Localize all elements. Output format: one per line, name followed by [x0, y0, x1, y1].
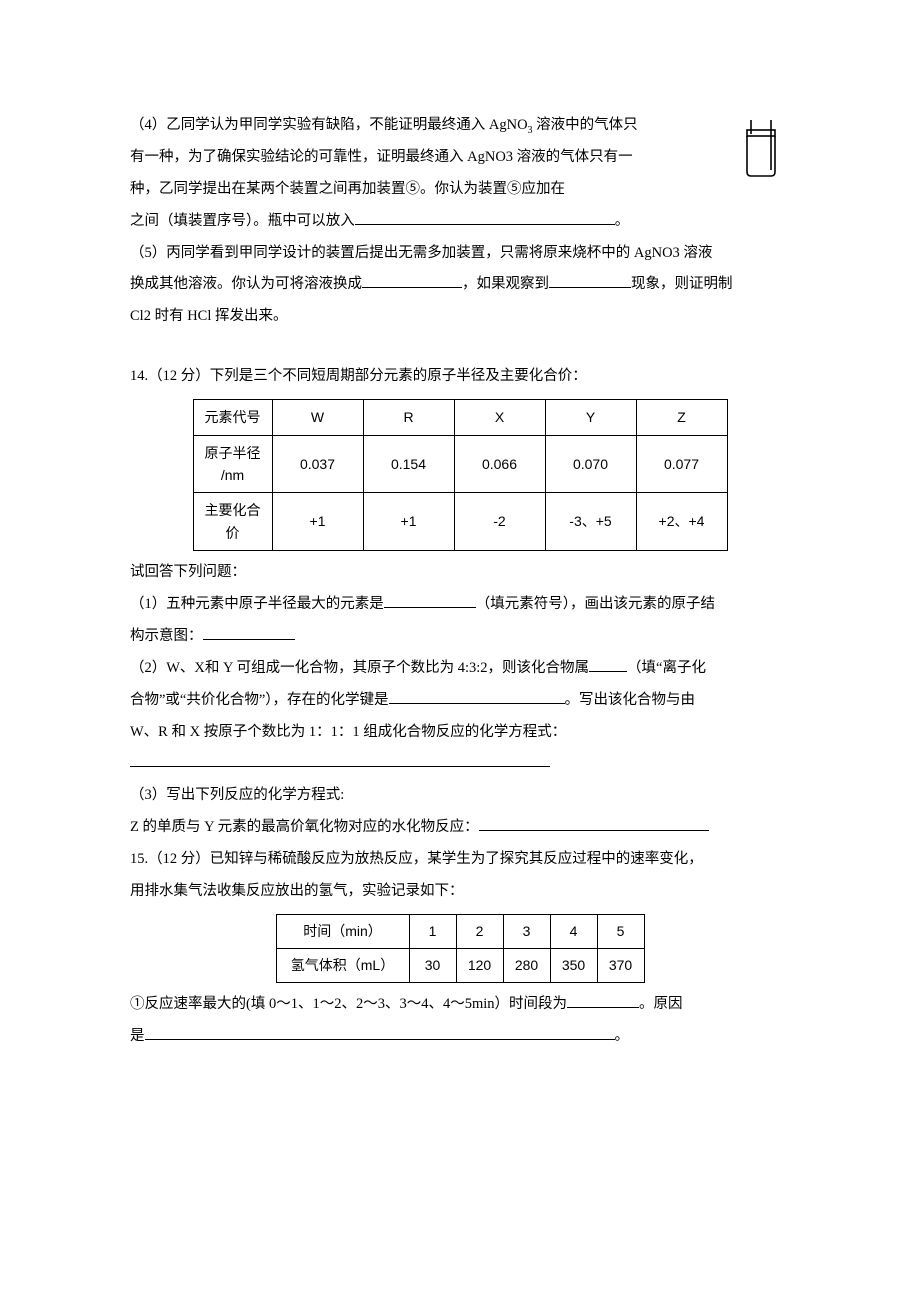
- blank-compound-type: [589, 656, 627, 672]
- q15-q1c: 是。: [130, 1021, 790, 1053]
- text: （填“离子化: [627, 660, 706, 676]
- table-row: 元素代号 W R X Y Z: [193, 400, 727, 435]
- text: （填元素符号），画出该元素的原子结: [476, 596, 715, 612]
- label-a: 原子半径: [205, 445, 261, 461]
- q4-text-1b: 溶液中的气体只: [533, 117, 638, 133]
- table-row: 时间（min） 1 2 3 4 5: [276, 914, 644, 948]
- text: （2）W、X和 Y 可组成一化合物，其原子个数比为 4:3:2，则该化合物属: [130, 660, 589, 676]
- cell-value: 3: [503, 914, 550, 948]
- cell-value: 280: [503, 948, 550, 982]
- q15-heading1: 15.（12 分）已知锌与稀硫酸反应为放热反应，某学生为了探究其反应过程中的速率…: [130, 844, 790, 876]
- cell-value: Z: [636, 400, 727, 435]
- cell-value: +2、+4: [636, 493, 727, 551]
- q4-text-4b: 。: [615, 213, 630, 229]
- cell-value: 1: [409, 914, 456, 948]
- q14-equation-line: [130, 748, 790, 780]
- cell-value: W: [272, 400, 363, 435]
- cell-value: 350: [550, 948, 597, 982]
- q14-after: 试回答下列问题：: [130, 557, 790, 589]
- q14-p1: （1）五种元素中原子半径最大的元素是 （填元素符号），画出该元素的原子结: [130, 589, 790, 621]
- blank-q5-observe: [549, 273, 631, 289]
- blank-element-symbol: [384, 592, 476, 608]
- q4-text-1a: （4）乙同学认为甲同学实验有缺陷，不能证明最终通入 AgNO: [130, 117, 528, 133]
- blank-atom-diagram: [203, 624, 295, 640]
- cell-value: 120: [456, 948, 503, 982]
- q14-p2: （2）W、X和 Y 可组成一化合物，其原子个数比为 4:3:2，则该化合物属 （填…: [130, 653, 790, 685]
- cell-value: 30: [409, 948, 456, 982]
- cell-value: 0.154: [363, 435, 454, 493]
- q4-line4: 之间（填装置序号）。瓶中可以放入 。: [130, 206, 790, 238]
- cell-value: 0.070: [545, 435, 636, 493]
- blank-time-segment: [567, 992, 639, 1008]
- text: Z 的单质与 Y 元素的最高价氧化物对应的水化物反应：: [130, 819, 479, 835]
- cell-value: Y: [545, 400, 636, 435]
- elements-table: 元素代号 W R X Y Z 原子半径 /nm 0.037 0.154 0.06…: [193, 399, 728, 551]
- blank-bond: [389, 688, 565, 704]
- cell-value: 0.066: [454, 435, 545, 493]
- cell-label: 主要化合 价: [193, 493, 272, 551]
- q5-text-2a: 换成其他溶液。你认为可将溶液换成: [130, 276, 362, 292]
- text: （1）五种元素中原子半径最大的元素是: [130, 596, 384, 612]
- text: ①反应速率最大的(填 0～1、1～2、2～3、3～4、4～5min）时间段为: [130, 996, 567, 1012]
- q14-p2c: 合物”或“共价化合物”），存在的化学键是 。写出该化合物与由: [130, 685, 790, 717]
- label-a: 主要化合: [205, 502, 261, 518]
- q5-text-2c: 现象，则证明制: [631, 276, 733, 292]
- text: 是: [130, 1028, 145, 1044]
- q14-p3b: Z 的单质与 Y 元素的最高价氧化物对应的水化物反应：: [130, 812, 790, 844]
- cell-value: 0.037: [272, 435, 363, 493]
- q5-line2: 换成其他溶液。你认为可将溶液换成 ，如果观察到 现象，则证明制: [130, 269, 790, 301]
- table-row: 氢气体积（mL） 30 120 280 350 370: [276, 948, 644, 982]
- text: 。写出该化合物与由: [565, 692, 696, 708]
- cell-value: X: [454, 400, 545, 435]
- table-row: 主要化合 价 +1 +1 -2 -3、+5 +2、+4: [193, 493, 727, 551]
- q14-p3a: （3）写出下列反应的化学方程式:: [130, 780, 790, 812]
- q14-heading: 14.（12 分）下列是三个不同短周期部分元素的原子半径及主要化合价：: [130, 361, 790, 393]
- blank-equation-2: [479, 816, 709, 832]
- blank-reason: [145, 1024, 615, 1040]
- cell-value: +1: [272, 493, 363, 551]
- q4-line1: （4）乙同学认为甲同学实验有缺陷，不能证明最终通入 AgNO3 溶液中的气体只: [130, 110, 790, 142]
- text: 。原因: [639, 996, 683, 1012]
- cell-value: 370: [597, 948, 644, 982]
- q14-p1c: 构示意图：: [130, 621, 790, 653]
- text: 。: [615, 1028, 630, 1044]
- cell-value: 5: [597, 914, 644, 948]
- blank-equation: [130, 766, 550, 767]
- blank-q4-solution: [355, 209, 615, 225]
- blank-q5-solution: [362, 273, 462, 289]
- exam-page: （4）乙同学认为甲同学实验有缺陷，不能证明最终通入 AgNO3 溶液中的气体只 …: [0, 0, 920, 1302]
- cell-label: 原子半径 /nm: [193, 435, 272, 493]
- q5-line3: Cl2 时有 HCl 挥发出来。: [130, 301, 790, 333]
- cell-label: 氢气体积（mL）: [276, 948, 409, 982]
- cell-value: 4: [550, 914, 597, 948]
- q5-line1: （5）丙同学看到甲同学设计的装置后提出无需多加装置，只需将原来烧杯中的 AgNO…: [130, 238, 790, 270]
- cell-value: +1: [363, 493, 454, 551]
- q4-line2: 有一种，为了确保实验结论的可靠性，证明最终通入 AgNO3 溶液的气体只有一: [130, 142, 790, 174]
- cell-label: 元素代号: [193, 400, 272, 435]
- q15-q1: ①反应速率最大的(填 0～1、1～2、2～3、3～4、4～5min）时间段为 。原…: [130, 989, 790, 1021]
- gas-bottle-icon: [737, 118, 785, 180]
- cell-label: 时间（min）: [276, 914, 409, 948]
- q14-p2e: W、R 和 X 按原子个数比为 1：1：1 组成化合物反应的化学方程式：: [130, 717, 790, 749]
- cell-value: -3、+5: [545, 493, 636, 551]
- text: 构示意图：: [130, 628, 203, 644]
- q15-heading2: 用排水集气法收集反应放出的氢气，实验记录如下：: [130, 876, 790, 908]
- cell-value: -2: [454, 493, 545, 551]
- q4-line3: 种，乙同学提出在某两个装置之间再加装置⑤。你认为装置⑤应加在: [130, 174, 790, 206]
- label-b: /nm: [221, 467, 244, 483]
- q4-text-4a: 之间（填装置序号）。瓶中可以放入: [130, 213, 355, 229]
- text: 合物”或“共价化合物”），存在的化学键是: [130, 692, 389, 708]
- q5-text-2b: ，如果观察到: [462, 276, 549, 292]
- cell-value: 0.077: [636, 435, 727, 493]
- cell-value: R: [363, 400, 454, 435]
- cell-value: 2: [456, 914, 503, 948]
- label-b: 价: [226, 525, 240, 541]
- rate-table: 时间（min） 1 2 3 4 5 氢气体积（mL） 30 120 280 35…: [276, 914, 645, 983]
- table-row: 原子半径 /nm 0.037 0.154 0.066 0.070 0.077: [193, 435, 727, 493]
